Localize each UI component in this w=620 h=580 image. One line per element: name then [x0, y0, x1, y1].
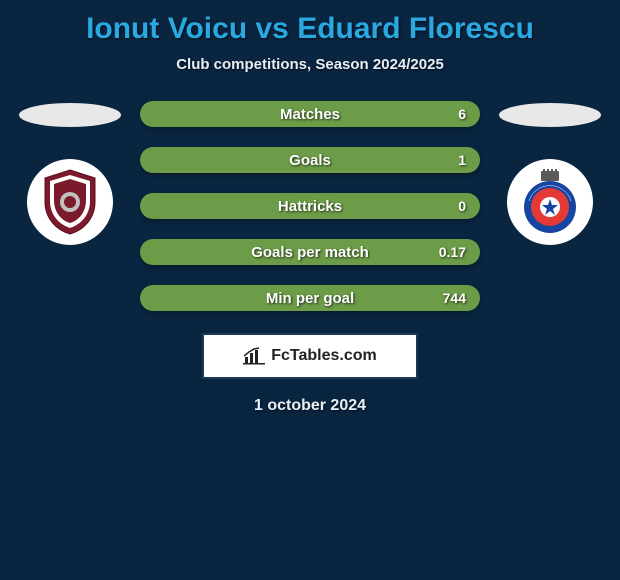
bar-chart-icon: [243, 347, 265, 365]
rapid-crest-icon: [40, 168, 100, 236]
infographic-date: 1 october 2024: [254, 397, 366, 415]
left-player-ellipse: [19, 103, 121, 127]
stat-label: Hattricks: [278, 198, 342, 215]
site-logo-text: FcTables.com: [271, 347, 377, 365]
stat-label: Goals per match: [251, 244, 369, 261]
stat-label: Matches: [280, 106, 340, 123]
right-side: [490, 101, 610, 245]
main-row: Matches 6 Goals 1 Hattricks 0 Goals per …: [0, 101, 620, 311]
left-side: [10, 101, 130, 245]
left-club-badge: [27, 159, 113, 245]
stat-bars: Matches 6 Goals 1 Hattricks 0 Goals per …: [140, 101, 480, 311]
stat-label: Goals: [289, 152, 331, 169]
stat-bar-matches: Matches 6: [140, 101, 480, 127]
right-club-badge: [507, 159, 593, 245]
stat-bar-goals: Goals 1: [140, 147, 480, 173]
stat-value-right: 0.17: [439, 244, 466, 260]
botosani-crest-icon: [517, 169, 583, 235]
infographic-root: Ionut Voicu vs Eduard Florescu Club comp…: [0, 0, 620, 415]
stat-value-right: 6: [458, 106, 466, 122]
stat-value-right: 744: [443, 290, 466, 306]
site-logo[interactable]: FcTables.com: [202, 333, 418, 379]
stat-label: Min per goal: [266, 290, 354, 307]
stat-value-right: 0: [458, 198, 466, 214]
stat-value-right: 1: [458, 152, 466, 168]
right-player-ellipse: [499, 103, 601, 127]
stat-bar-goals-per-match: Goals per match 0.17: [140, 239, 480, 265]
page-subtitle: Club competitions, Season 2024/2025: [176, 56, 444, 73]
stat-bar-min-per-goal: Min per goal 744: [140, 285, 480, 311]
page-title: Ionut Voicu vs Eduard Florescu: [86, 12, 534, 46]
stat-bar-hattricks: Hattricks 0: [140, 193, 480, 219]
